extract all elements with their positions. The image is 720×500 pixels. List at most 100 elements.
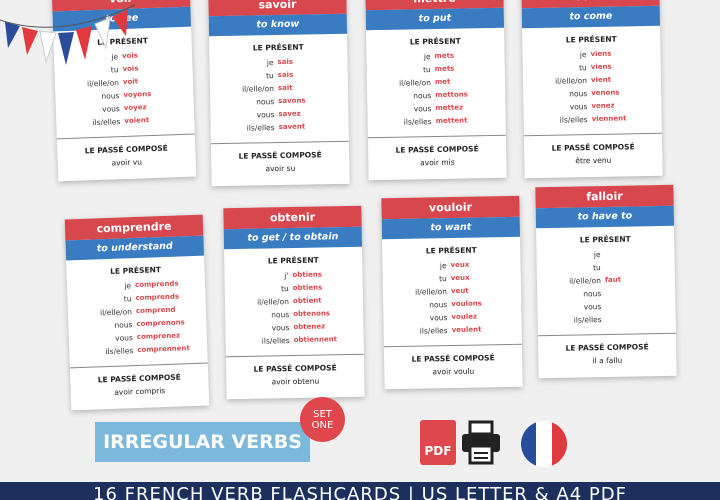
past-form: avoir compris [114,386,166,397]
printer-icon [462,420,500,465]
verb-form: vient [590,75,612,85]
translation: to know [208,13,348,37]
pronoun: ils/elles [419,326,448,336]
conjugation-table: je tu il/elle/on faut nous vous ils/elles [536,247,675,327]
divider [69,362,208,369]
pronoun: je [266,58,274,68]
verb-form: comprennent [137,344,190,355]
verb-form: venez [591,101,615,111]
conjugation-row: ils/elles mettent [368,114,506,129]
translation: to have to [535,205,675,229]
divider [537,332,676,337]
flashcard: savoir to know LE PRÉSENT je sais tu sais il/el… [208,0,350,187]
divider [56,133,195,140]
pronoun: tu [438,274,447,284]
conjugation-row: ils/elles viennent [524,112,662,127]
verb-form: voulons [451,299,482,309]
pronoun: je [593,250,601,260]
pronoun: il/elle/on [398,78,432,88]
past-form: avoir voulu [432,366,475,377]
verb-form: voyez [123,103,147,113]
flashcard: falloir to have to LE PRÉSENT je tu il/elle/o… [535,184,677,379]
verb-form: veux [450,273,470,283]
verb-form: obtenons [293,309,331,319]
verb-form: veulent [451,325,482,335]
past-form: avoir mis [420,157,455,168]
past-heading: LE PASSÉ COMPOSÉ [97,372,181,385]
verb: vouloir [381,195,520,220]
past-heading: LE PASSÉ COMPOSÉ [253,363,337,374]
conjugation-table: je sais tu sais il/elle/on sait nous savons vous… [209,55,348,135]
pronoun: nous [583,289,602,299]
present-heading: LE PRÉSENT [579,234,631,245]
past-form: être venu [575,155,612,166]
conjugation-table: je viens tu viens il/elle/on vient nous venons v… [522,47,661,127]
pronoun: tu [578,63,587,73]
conjugation-table: je comprends tu comprends il/elle/on comprend… [67,277,208,360]
pronoun: je [579,50,587,60]
divider [210,140,349,145]
translation: to get / to obtain [223,226,363,250]
verb-form: venons [591,88,620,98]
verb-form: mettons [435,90,468,100]
present-heading: LE PRÉSENT [252,42,304,53]
past-heading: LE PASSÉ COMPOSÉ [411,353,495,364]
pronoun: j' [284,271,289,281]
pronoun: ils/elles [105,346,134,357]
translation: to want [381,216,521,240]
flashcard: obtenir to get / to obtain LE PRÉSENT j' obt… [223,205,365,400]
conjugation-row: ils/elles obtiennent [226,333,364,348]
divider [367,134,506,139]
past-heading: LE PASSÉ COMPOSÉ [565,342,649,353]
french-flag [521,421,567,467]
pronoun: nous [413,91,432,101]
present-heading: LE PRÉSENT [425,245,477,256]
verb-form: savons [278,96,306,106]
pronoun: tu [422,65,431,75]
verb-form: viens [590,49,612,59]
verb-form: sait [277,83,293,93]
conjugation-table: j' obtiens tu obtiens il/elle/on obtient nous o… [224,268,363,348]
set-text: SET ONE [311,408,334,431]
past-form: avoir obtenu [271,376,320,387]
flashcard: comprendre to understand LE PRÉSENT je compr… [64,214,210,411]
present-heading: LE PRÉSENT [565,34,617,45]
present-heading: LE PRÉSENT [267,255,319,266]
conjugation-row: ils/elles savent [211,120,349,135]
pronoun: tu [280,284,289,294]
conjugation-table: je veux tu veux il/elle/on veut nous voulons vou… [382,258,521,338]
footer: 16 FRENCH VERB FLASHCARDS | US LETTER & … [0,482,720,500]
verb-form: obtiens [292,283,323,293]
verb: falloir [535,184,674,209]
verb-form: obtient [292,296,322,306]
pronoun: il/elle/on [256,297,290,307]
past-heading: LE PASSÉ COMPOSÉ [395,144,479,155]
pronoun: je [423,52,431,62]
verb-form: voyons [123,90,152,100]
pronoun: vous [413,104,432,114]
divider [225,353,364,358]
verb-form: mettent [435,116,468,126]
verb-form: veux [450,260,470,270]
translation: to put [365,7,505,31]
past-heading: LE PASSÉ COMPOSÉ [238,150,322,161]
pronoun: nous [569,89,588,99]
pronoun: ils/elles [261,336,290,346]
pronoun: ils/elles [559,115,588,125]
pronoun: vous [583,302,602,312]
verb-form: met [434,77,451,87]
conjugation-row: ils/elles [538,312,676,327]
verb-form: viennent [591,114,627,124]
pronoun: nous [256,97,275,107]
pronoun: tu [592,263,601,273]
pronoun: vous [569,102,588,112]
present-heading: LE PRÉSENT [409,36,461,47]
verb-form: mets [434,51,455,61]
pronoun: je [439,261,447,271]
verb-form: viens [590,62,612,72]
divider [383,343,522,348]
divider [523,132,662,137]
